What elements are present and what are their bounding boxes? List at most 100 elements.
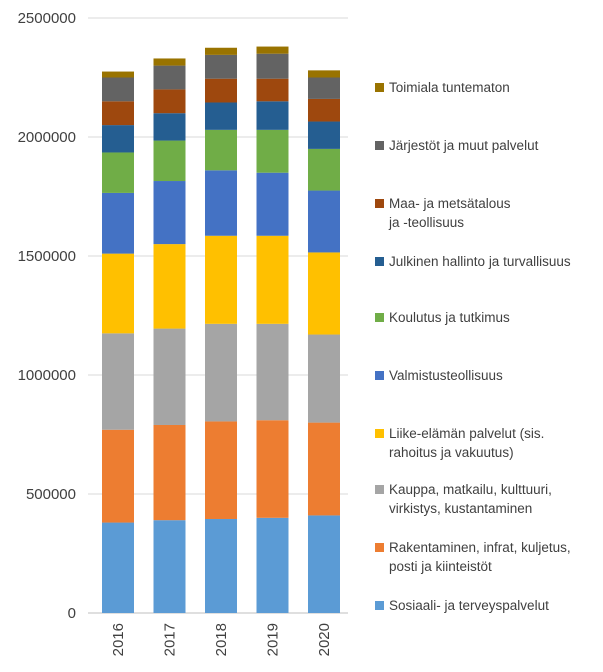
bar-segment <box>256 101 289 130</box>
legend-item: Kauppa, matkailu, kulttuuri, virkistys, k… <box>375 482 552 516</box>
legend-swatch <box>375 141 384 150</box>
bar-segment <box>308 98 340 122</box>
y-tick-label: 1000000 <box>18 367 76 384</box>
x-tick-label: 2019 <box>265 623 282 656</box>
bar-segment <box>205 47 237 55</box>
y-axis-tick-labels: 0 500000 1000000 1500000 2000000 2500000 <box>18 10 76 622</box>
legend-item: Valmistusteollisuus <box>375 368 503 383</box>
bar-segment <box>205 235 237 324</box>
bar-segment <box>102 333 134 430</box>
bar-segment <box>256 235 289 324</box>
legend: Toimiala tuntematon Järjestöt ja muut pal… <box>375 80 571 613</box>
x-tick-label: 2017 <box>162 623 179 656</box>
legend-label: Toimiala tuntematon <box>389 80 510 95</box>
bar-segment <box>102 522 134 613</box>
bar-stack-2018 <box>205 47 237 613</box>
bar-segment <box>102 429 134 523</box>
legend-swatch <box>375 543 384 552</box>
bar-segment <box>102 101 134 126</box>
bar-segment <box>308 77 340 99</box>
bar-segment <box>153 65 186 90</box>
legend-label: Rakentaminen, infrat, kuljetus, posti ja … <box>389 540 571 574</box>
bar-segment <box>308 190 340 253</box>
bar-segment <box>256 420 289 518</box>
legend-label: Kauppa, matkailu, kulttuuri, virkistys, k… <box>389 482 552 516</box>
bar-segment <box>308 148 340 191</box>
bar-segment <box>205 78 237 103</box>
legend-item: Koulutus ja tutkimus <box>375 310 510 325</box>
bar-segment <box>256 78 289 102</box>
bar-segment <box>153 244 186 329</box>
legend-swatch <box>375 429 384 438</box>
legend-item: Liike-elämän palvelut (sis. rahoitus ja v… <box>375 426 544 460</box>
bar-segment <box>205 102 237 130</box>
bar-segment <box>308 252 340 335</box>
legend-label: Valmistusteollisuus <box>389 368 503 383</box>
legend-swatch <box>375 199 384 208</box>
bar-segment <box>308 334 340 423</box>
bar-segment <box>308 121 340 149</box>
bar-segment <box>205 323 237 422</box>
bar-segment <box>102 152 134 193</box>
bar-segment <box>308 70 340 78</box>
bar-segment <box>102 77 134 102</box>
y-tick-label: 500000 <box>26 486 76 503</box>
bar-segment <box>256 172 289 236</box>
bar-segment <box>153 424 186 521</box>
bar-segment <box>153 181 186 245</box>
bar-segment <box>256 46 289 54</box>
legend-swatch <box>375 601 384 610</box>
bar-segment <box>308 515 340 613</box>
legend-label: Koulutus ja tutkimus <box>389 310 510 325</box>
bar-segment <box>102 71 134 78</box>
legend-label: Sosiaali- ja terveyspalvelut <box>389 598 549 613</box>
bar-segment <box>102 125 134 153</box>
y-tick-label: 1500000 <box>18 248 76 265</box>
bar-stack-2016 <box>102 71 134 613</box>
legend-swatch <box>375 371 384 380</box>
legend-swatch <box>375 257 384 266</box>
bars <box>102 46 340 613</box>
bar-segment <box>205 54 237 79</box>
y-tick-label: 2000000 <box>18 129 76 146</box>
legend-label: Liike-elämän palvelut (sis. rahoitus ja v… <box>389 426 544 460</box>
bar-stack-2017 <box>153 58 186 613</box>
bar-segment <box>256 53 289 79</box>
legend-swatch <box>375 485 384 494</box>
legend-item: Sosiaali- ja terveyspalvelut <box>375 598 549 613</box>
legend-label: Maa- ja metsätalous ja -teollisuus <box>388 196 511 230</box>
bar-segment <box>153 89 186 114</box>
legend-item: Rakentaminen, infrat, kuljetus, posti ja … <box>375 540 571 574</box>
bar-segment <box>256 129 289 173</box>
bar-stack-2019 <box>256 46 289 613</box>
x-axis-tick-labels: 2016 2017 2018 2019 2020 <box>110 623 333 656</box>
bar-segment <box>102 192 134 254</box>
bar-segment <box>153 520 186 613</box>
legend-item: Toimiala tuntematon <box>375 80 510 95</box>
legend-label: Järjestöt ja muut palvelut <box>389 138 539 153</box>
legend-swatch <box>375 83 384 92</box>
bar-stack-2020 <box>308 70 340 613</box>
bar-segment <box>205 421 237 519</box>
x-tick-label: 2020 <box>316 623 333 656</box>
bar-segment <box>205 129 237 171</box>
legend-item: Maa- ja metsätalous ja -teollisuus <box>375 196 511 230</box>
bar-segment <box>153 58 186 66</box>
bar-segment <box>153 140 186 182</box>
bar-segment <box>256 517 289 613</box>
bar-segment <box>102 253 134 334</box>
y-tick-label: 2500000 <box>18 10 76 27</box>
bar-segment <box>153 328 186 425</box>
bar-segment <box>205 170 237 236</box>
legend-label: Julkinen hallinto ja turvallisuus <box>389 254 571 269</box>
bar-segment <box>256 323 289 421</box>
x-tick-label: 2018 <box>213 623 230 656</box>
y-tick-label: 0 <box>68 605 76 622</box>
x-tick-label: 2016 <box>110 623 127 656</box>
bar-segment <box>308 422 340 516</box>
legend-item: Järjestöt ja muut palvelut <box>375 138 539 153</box>
bar-segment <box>205 518 237 613</box>
bar-segment <box>153 113 186 141</box>
